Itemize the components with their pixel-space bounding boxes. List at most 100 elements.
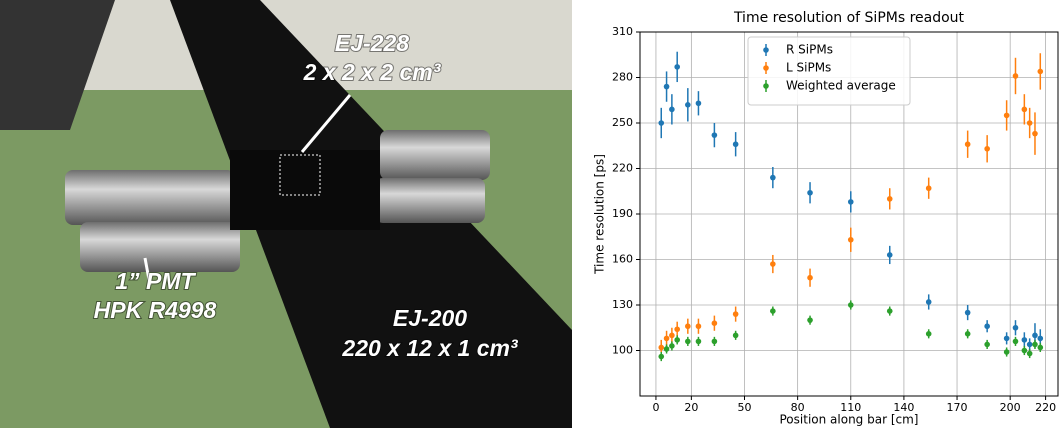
point xyxy=(711,132,718,138)
point xyxy=(1021,347,1028,354)
point xyxy=(695,338,702,345)
point xyxy=(685,323,691,330)
point xyxy=(770,174,776,181)
point xyxy=(732,332,739,339)
point xyxy=(886,196,893,202)
point xyxy=(674,64,680,70)
point xyxy=(886,308,893,314)
point xyxy=(658,353,665,360)
point xyxy=(685,338,691,345)
chart: Time resolution of SiPMs readout Positio… xyxy=(593,10,965,427)
point xyxy=(685,102,691,108)
point xyxy=(1012,338,1019,345)
point xyxy=(964,331,971,337)
point xyxy=(674,337,680,343)
legend-label: R SiPMs xyxy=(786,43,833,57)
point xyxy=(807,189,813,196)
point xyxy=(695,100,702,107)
point xyxy=(711,320,718,327)
point xyxy=(847,236,854,243)
photo-label: EJ-200 xyxy=(393,305,467,331)
point xyxy=(1003,335,1010,342)
pmt xyxy=(65,170,235,225)
legend-swatch xyxy=(763,47,769,53)
point xyxy=(1037,68,1044,75)
point xyxy=(847,199,854,205)
x-tick-label: 0 xyxy=(652,401,659,414)
point xyxy=(847,302,854,308)
point xyxy=(925,331,932,337)
point xyxy=(1012,73,1019,79)
legend-frame xyxy=(747,36,911,106)
point xyxy=(1037,335,1044,342)
arrow xyxy=(143,257,152,286)
legend-label: Weighted average xyxy=(786,79,896,93)
photo-label: 1” PMT xyxy=(115,268,196,294)
point xyxy=(1003,349,1010,355)
point xyxy=(732,311,739,317)
legend-swatch xyxy=(763,83,769,89)
holder xyxy=(230,150,380,230)
point xyxy=(984,341,990,348)
x-tick-label: 20 xyxy=(684,401,698,414)
point xyxy=(669,343,675,349)
chart-title: Time resolution of SiPMs readout xyxy=(733,10,965,26)
point xyxy=(984,145,990,152)
point xyxy=(669,332,675,339)
point xyxy=(711,338,718,345)
point xyxy=(663,83,670,90)
point xyxy=(658,344,665,351)
arrow xyxy=(300,94,352,153)
point xyxy=(925,299,932,305)
x-tick-label: 140 xyxy=(893,401,914,414)
point xyxy=(886,252,893,258)
photo-label: EJ-228 xyxy=(335,30,409,56)
x-tick-label: 80 xyxy=(791,401,805,414)
legend-swatch xyxy=(763,65,769,71)
legend: R SiPMs L SiPMs Weighted average xyxy=(747,36,911,106)
crystal-outline xyxy=(279,154,321,196)
point xyxy=(964,309,971,316)
pmt xyxy=(380,130,490,180)
photo: EJ-228 2 x 2 x 2 cm³ 1” PMT HPK R4998 EJ… xyxy=(0,0,572,428)
legend-label: L SiPMs xyxy=(786,61,831,75)
pmt xyxy=(375,178,485,223)
point xyxy=(663,346,670,352)
laptop xyxy=(0,0,115,130)
point xyxy=(1003,112,1010,119)
point xyxy=(984,323,990,330)
point xyxy=(807,317,813,323)
x-axis-label: Position along bar [cm] xyxy=(780,413,919,427)
plot-frame xyxy=(639,31,1059,397)
point xyxy=(663,335,670,342)
x-tick-label: 110 xyxy=(840,401,861,414)
x-tick-label: 170 xyxy=(947,401,968,414)
y-tick-label: 250 xyxy=(612,116,633,129)
photo-label: HPK R4998 xyxy=(94,297,217,323)
point xyxy=(1021,106,1028,113)
point xyxy=(695,323,702,330)
y-tick-label: 190 xyxy=(612,207,633,220)
y-tick-label: 310 xyxy=(612,25,633,38)
point xyxy=(964,141,971,148)
x-tick-label: 200 xyxy=(1000,401,1021,414)
point xyxy=(674,326,680,333)
point xyxy=(1032,332,1038,339)
point xyxy=(1026,120,1033,126)
point xyxy=(1012,324,1019,331)
point xyxy=(1026,341,1033,348)
point xyxy=(770,308,776,314)
point xyxy=(1032,341,1038,348)
point xyxy=(732,141,739,148)
point xyxy=(1037,344,1044,351)
pmt xyxy=(80,222,240,272)
y-tick-label: 220 xyxy=(612,162,633,175)
photo-label: 220 x 12 x 1 cm³ xyxy=(341,335,519,361)
y-axis-label: Time resolution [ps] xyxy=(593,154,607,275)
point xyxy=(1026,350,1033,357)
photo-label: 2 x 2 x 2 cm³ xyxy=(303,59,442,85)
y-tick-label: 130 xyxy=(612,298,633,311)
y-tick-label: 160 xyxy=(612,253,633,266)
x-tick-label: 220 xyxy=(1035,401,1056,414)
